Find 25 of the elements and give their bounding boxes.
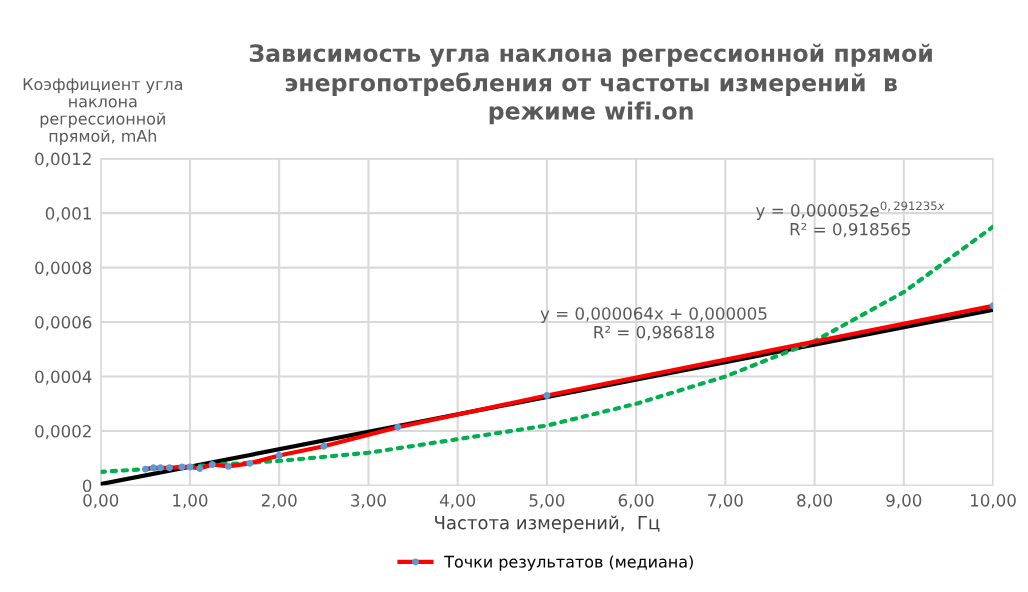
y-tick-label: 0: [82, 479, 92, 493]
y-tick-label: 0,001: [45, 207, 91, 222]
x-tick-label: 8,00: [797, 494, 833, 509]
y-tick-label: 0,0008: [35, 261, 92, 276]
legend-label: Точки результатов (медиана): [444, 555, 693, 571]
chart-title: Зависимость угла наклона регрессионной прямой энергопотребления от частоты измерений в режиме wifi.on: [249, 43, 932, 125]
y-tick-label: 0,0002: [35, 424, 91, 440]
x-tick-label: 0,00: [83, 494, 119, 509]
x-tick-label: 6,00: [618, 494, 654, 509]
line-series: [100, 224, 994, 474]
y-tick-label: 0,0012: [35, 152, 91, 167]
annotation: y = 0,000064x + 0,000005 R² = 0,986818: [540, 307, 767, 341]
x-tick-label: 4,00: [439, 494, 476, 509]
x-tick-label: 1,00: [173, 494, 208, 509]
annotation: y = 0,000052e$^{0,291235x}$ R² = 0,918565: [756, 201, 945, 238]
x-tick-label: 3,00: [351, 494, 386, 509]
x-axis-title: Частота измерений, Гц: [435, 515, 660, 533]
x-tick-label: 2,00: [261, 494, 297, 509]
x-tick-label: 7,00: [708, 494, 743, 509]
y-tick-label: 0,0004: [35, 370, 92, 385]
y-tick-label: 0,0006: [35, 316, 92, 331]
x-tick-label: 5,00: [529, 494, 565, 509]
x-tick-label: 10,00: [971, 494, 1016, 509]
y-axis-title: Коэффициент угла наклона регрессионной прямой, mAh: [23, 78, 183, 146]
x-tick-label: 9,00: [886, 494, 922, 509]
